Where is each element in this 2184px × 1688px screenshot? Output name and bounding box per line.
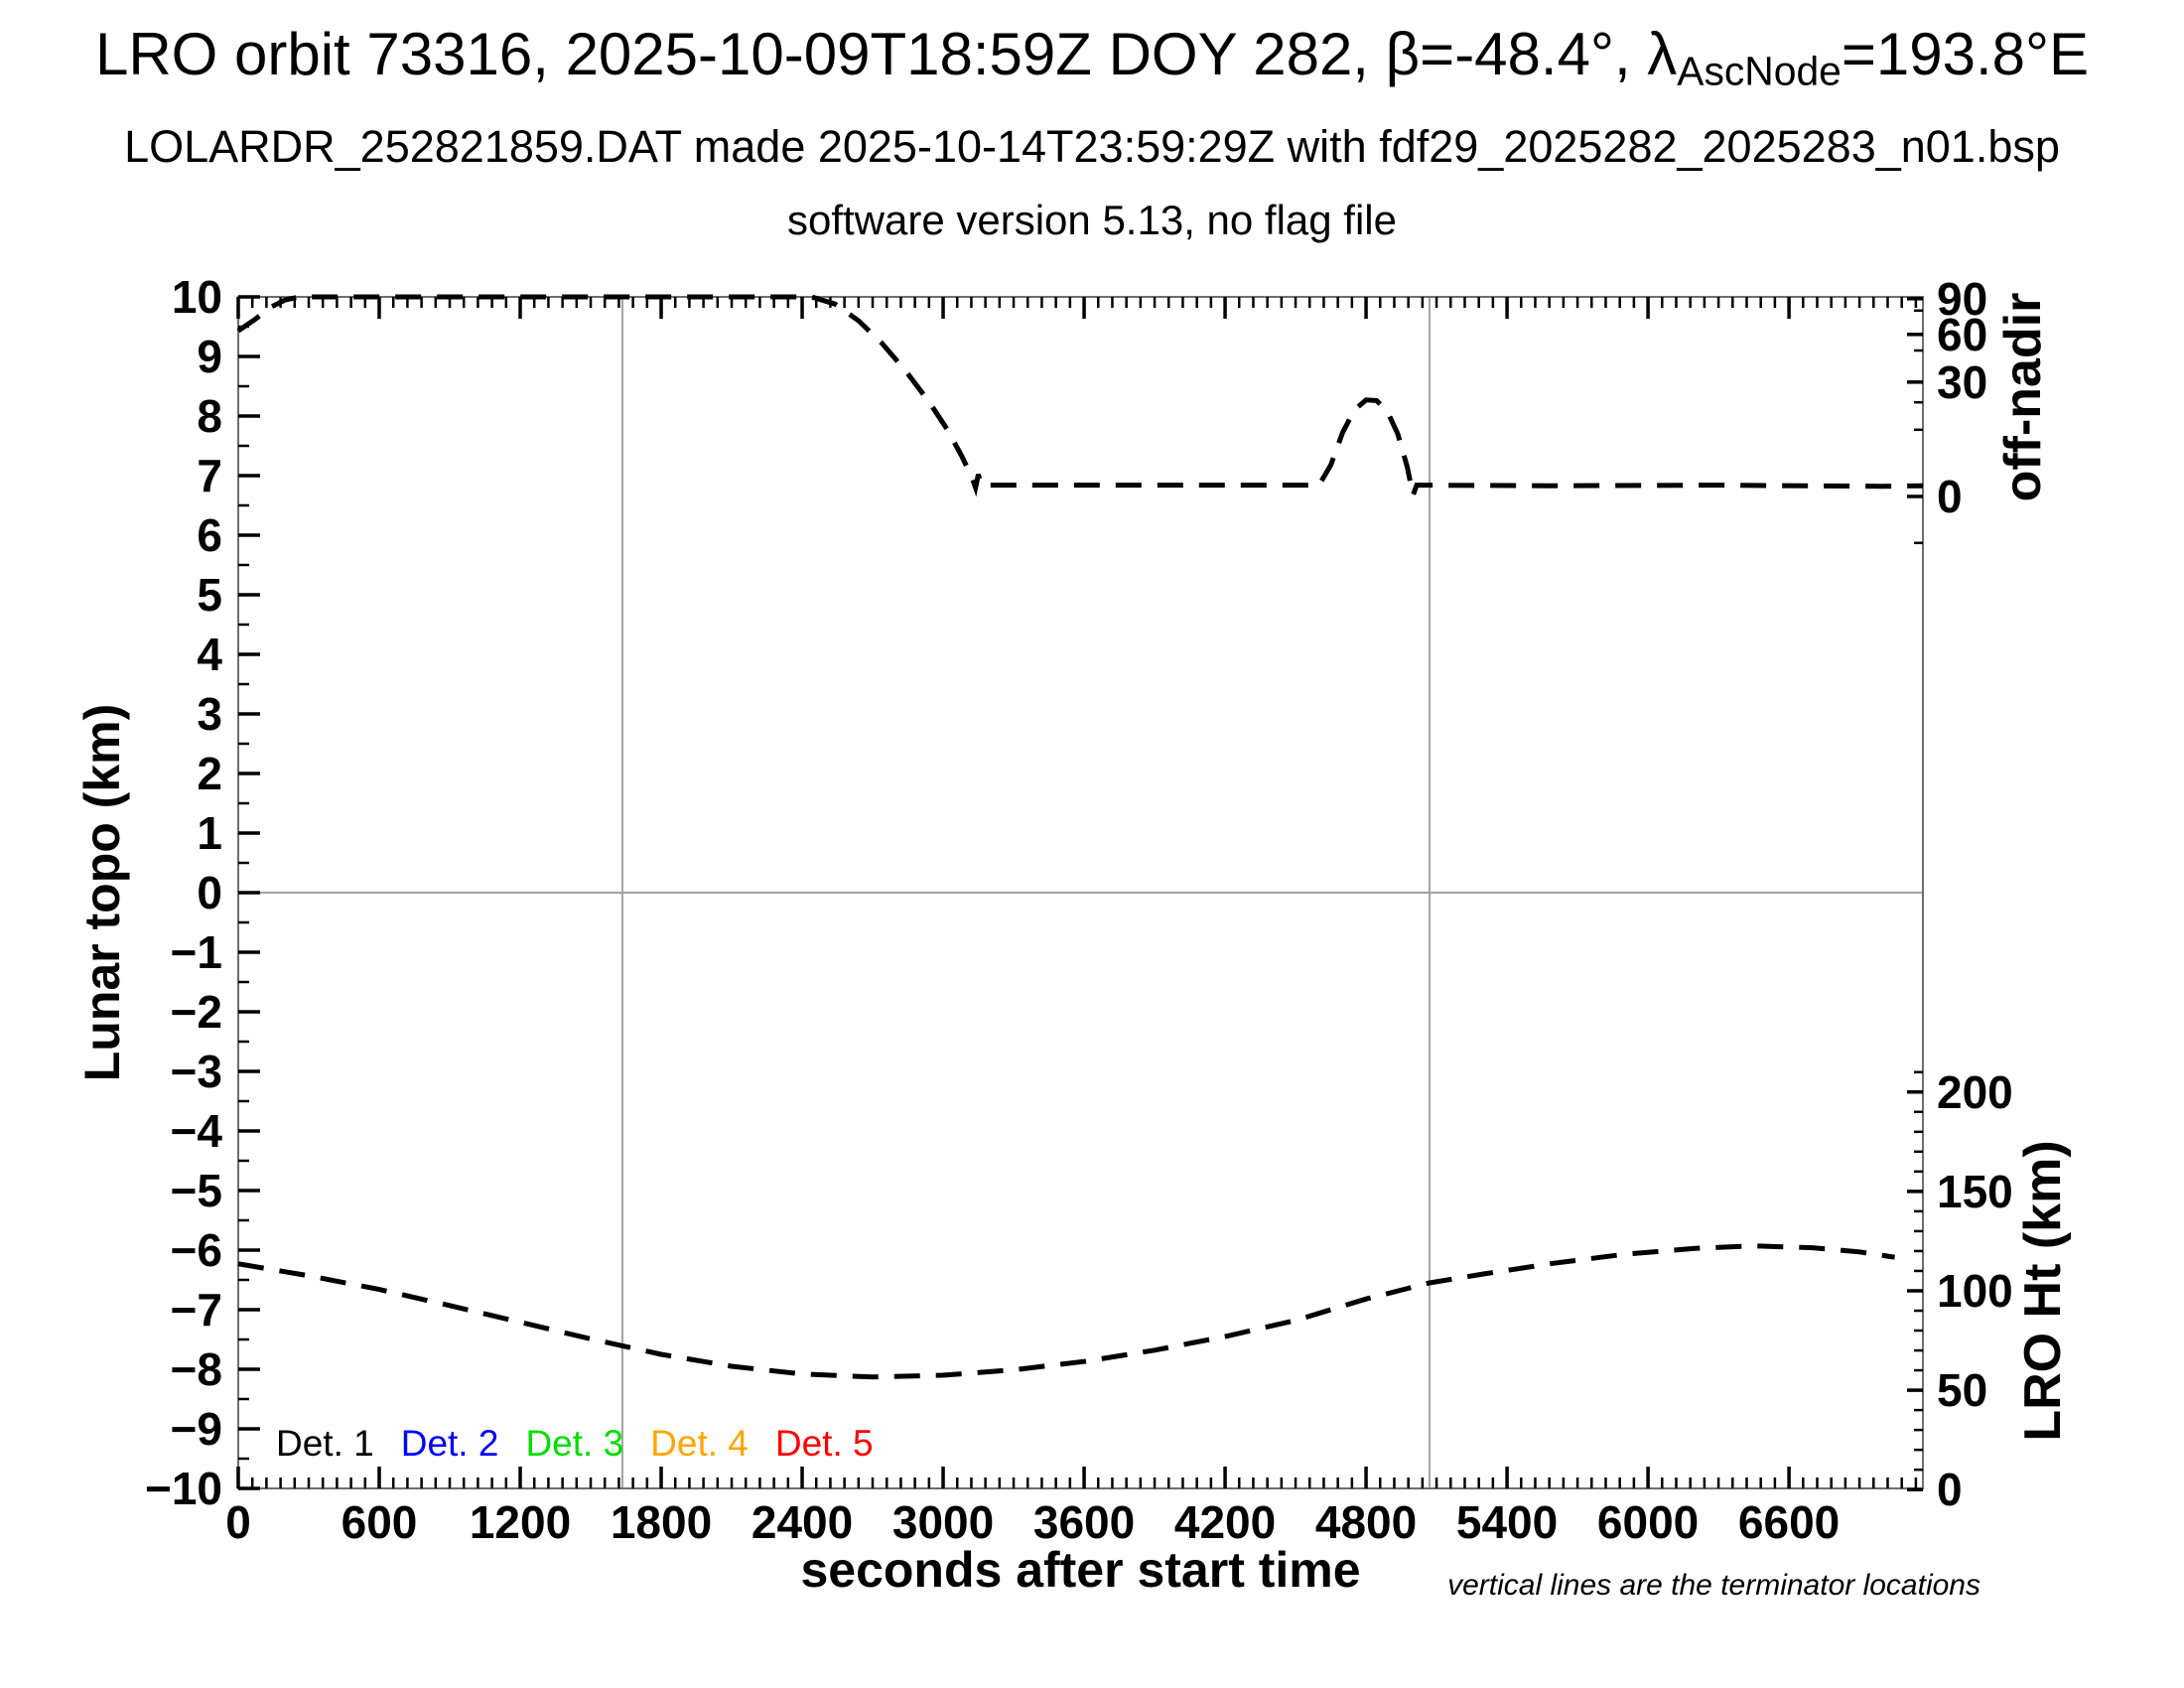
- y-tick-label: 3: [197, 688, 222, 740]
- y-tick-label: −9: [171, 1403, 222, 1455]
- y-tick-label: 8: [197, 390, 222, 442]
- y-tick-label: 1: [197, 807, 222, 859]
- y-tick-label: −7: [171, 1284, 222, 1336]
- legend-item-det-2: Det. 2: [400, 1423, 499, 1464]
- lro-ht-tick-label: 200: [1937, 1066, 2013, 1118]
- off-nadir-tick-label: 60: [1937, 309, 1987, 360]
- legend-item-det-4: Det. 4: [650, 1423, 749, 1464]
- terminator-footnote: vertical lines are the terminator locati…: [1447, 1569, 1980, 1602]
- x-tick-label: 0: [225, 1496, 251, 1548]
- plot-subtitle-file: LOLARDR_252821859.DAT made 2025-10-14T23…: [124, 121, 2060, 172]
- title-subscript: AscNode: [1677, 48, 1842, 94]
- y-tick-label: −4: [171, 1105, 223, 1157]
- y-tick-label: −2: [171, 986, 222, 1038]
- x-tick-label: 2400: [751, 1496, 853, 1548]
- x-tick-label: 6600: [1738, 1496, 1840, 1548]
- y-tick-label: 0: [197, 867, 222, 918]
- x-axis-label: seconds after start time: [800, 1542, 1361, 1598]
- detector-legend: Det. 1 Det. 2 Det. 3 Det. 4 Det. 5: [276, 1422, 874, 1466]
- y-tick-label: 2: [197, 748, 222, 799]
- y-axis-label-off-nadir: off-nadir: [1994, 292, 2052, 502]
- plot-subtitle-version: software version 5.13, no flag file: [786, 197, 1397, 243]
- y-tick-label: −8: [171, 1343, 222, 1395]
- series-off-nadir-angle: [237, 294, 1924, 505]
- lro-ht-tick-label: 50: [1937, 1364, 1987, 1416]
- y-tick-label: 4: [197, 629, 222, 680]
- legend-item-det-3: Det. 3: [525, 1423, 624, 1464]
- lro-ht-tick-label: 150: [1937, 1166, 2013, 1217]
- legend-item-det-5: Det. 5: [774, 1423, 874, 1464]
- y-tick-label: −3: [171, 1046, 222, 1097]
- y-tick-label: 6: [197, 509, 222, 561]
- x-tick-label: 3600: [1033, 1496, 1135, 1548]
- x-ticks: [236, 297, 1918, 1488]
- title-suffix: =193.8°E: [1841, 21, 2090, 87]
- y-tick-label: 10: [172, 271, 222, 323]
- x-tick-label: 1800: [611, 1496, 712, 1548]
- x-tick-label: 4200: [1174, 1496, 1276, 1548]
- y-axis-label-lro-ht: LRO Ht (km): [2014, 1140, 2072, 1442]
- y-tick-label: 9: [197, 331, 222, 382]
- lro-ht-tick-label: 0: [1937, 1464, 1963, 1515]
- x-tick-labels: 0 600 1200 1800 2400 3000 3600 4200 4800 5400 6000…: [225, 1496, 1840, 1548]
- title-main: LRO orbit 73316, 2025-10-09T18:59Z DOY 2…: [94, 21, 1678, 87]
- x-tick-label: 5400: [1456, 1496, 1558, 1548]
- off-nadir-tick-label: 0: [1937, 471, 1963, 522]
- off-nadir-tick-label: 30: [1937, 356, 1987, 408]
- lro-ht-tick-label: 100: [1937, 1265, 2013, 1317]
- x-tick-label: 6000: [1597, 1496, 1699, 1548]
- off-nadir-tick-label: 90: [1937, 273, 1987, 325]
- x-tick-label: 1200: [470, 1496, 571, 1548]
- x-tick-label: 3000: [892, 1496, 994, 1548]
- y-axis-label-left: Lunar topo (km): [74, 703, 130, 1082]
- legend-item-det-1: Det. 1: [276, 1423, 374, 1464]
- lro-ht-axis: 200 150 100 50 0: [1907, 1066, 2013, 1515]
- y-tick-label: −6: [171, 1224, 222, 1276]
- y-ticks: [238, 295, 260, 1490]
- x-tick-label: 4800: [1315, 1496, 1417, 1548]
- y-tick-label: −5: [171, 1165, 222, 1216]
- y-tick-label: 5: [197, 569, 222, 621]
- plot-title: LRO orbit 73316, 2025-10-09T18:59Z DOY 2…: [0, 20, 2184, 95]
- series-lro-height: [237, 1243, 1895, 1380]
- y-tick-label: −1: [171, 926, 222, 978]
- y-tick-label: 7: [197, 450, 222, 501]
- x-tick-label: 600: [341, 1496, 418, 1548]
- y-tick-label: −10: [145, 1463, 222, 1514]
